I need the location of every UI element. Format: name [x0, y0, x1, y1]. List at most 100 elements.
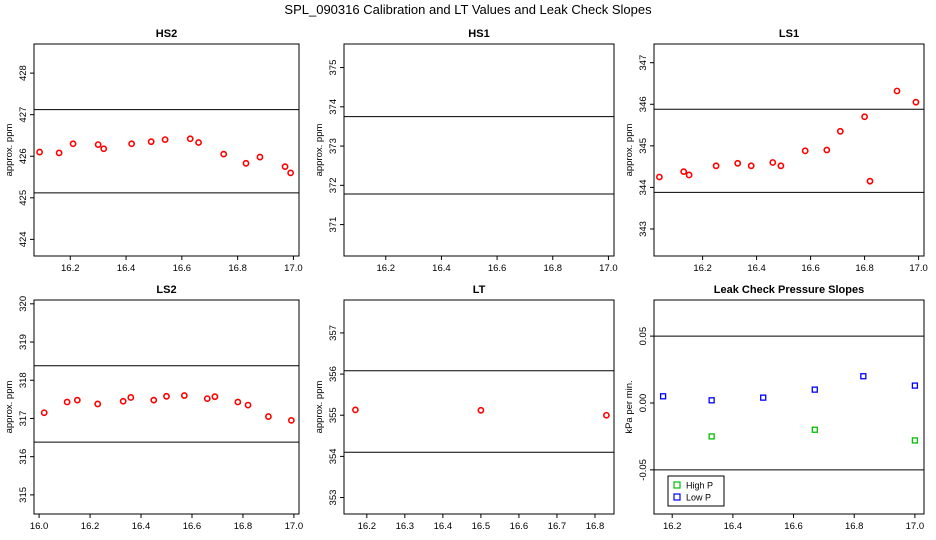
- data-point: [163, 392, 170, 400]
- panel-ls1: LS1 approx. ppm 16.2 16.4 16.6 16.8 17.0 343 344…: [624, 28, 928, 274]
- y-tick-label: 426: [18, 148, 29, 164]
- x-tick-label: 16.2: [61, 263, 80, 274]
- figure-title: SPL_090316 Calibration and LT Values and…: [284, 2, 652, 17]
- y-tick-label: 355: [328, 407, 339, 423]
- x-tick-label: 16.0: [30, 521, 49, 532]
- data-point: [712, 162, 720, 170]
- plot-frame: [33, 299, 300, 515]
- data-point: [811, 426, 818, 433]
- x-tick-label: 17.0: [285, 521, 304, 532]
- data-point: [203, 395, 211, 402]
- y-tick-label: 356: [328, 366, 339, 382]
- data-point: [265, 413, 272, 420]
- data-point: [708, 397, 715, 404]
- x-tick-label: 16.6: [488, 263, 507, 274]
- data-point: [866, 177, 874, 185]
- data-point: [100, 145, 108, 153]
- plot-frame: [343, 299, 615, 515]
- y-axis-label: approx. ppm: [314, 381, 325, 434]
- x-tick-label: 17.0: [909, 263, 928, 274]
- data-point: [256, 153, 264, 161]
- y-tick-label: -0.05: [638, 459, 649, 481]
- x-tick-label: 16.4: [117, 263, 136, 274]
- x-tick-label: 16.4: [432, 263, 451, 274]
- x-tick-label: 16.3: [396, 521, 415, 532]
- data-point: [912, 98, 920, 106]
- y-axis-label: approx. ppm: [624, 124, 635, 177]
- data-point: [150, 396, 158, 404]
- x-tick-label: 16.4: [724, 521, 743, 532]
- panel-hs2: HS2 approx. ppm 16.2 16.4 16.6 16.8 17.0 424 425…: [4, 28, 303, 274]
- x-tick-label: 16.7: [548, 521, 567, 532]
- y-tick-label: 353: [328, 490, 339, 506]
- x-tick-label: 16.6: [784, 521, 803, 532]
- data-point: [73, 396, 81, 404]
- panel-title: LS2: [156, 284, 176, 296]
- x-tick-label: 16.2: [693, 263, 712, 274]
- panel-hs1: HS1 approx. ppm 16.2 16.4 16.6 16.8 17.0 371 372…: [314, 28, 618, 274]
- y-tick-label: 347: [638, 55, 649, 71]
- y-tick-label: 317: [18, 411, 29, 427]
- data-point: [161, 136, 169, 144]
- panel-title: LT: [473, 284, 486, 296]
- data-point: [769, 159, 777, 166]
- x-tick-label: 16.8: [228, 263, 247, 274]
- data-point: [244, 401, 252, 409]
- y-tick-label: 371: [328, 217, 339, 233]
- data-point: [734, 159, 742, 167]
- y-tick-label: 344: [638, 179, 649, 195]
- panel-lt: LT approx. ppm 16.2 16.3 16.4 16.5 16.6 16.7 16.…: [314, 284, 615, 532]
- x-tick-label: 16.8: [544, 263, 563, 274]
- data-point: [69, 140, 77, 148]
- y-tick-label: 354: [328, 448, 339, 464]
- data-point: [211, 393, 219, 401]
- data-point: [911, 382, 919, 389]
- data-point: [147, 138, 155, 146]
- x-tick-label: 16.6: [173, 263, 192, 274]
- y-tick-label: 0.00: [638, 394, 649, 413]
- y-tick-label: 372: [328, 177, 339, 193]
- y-tick-label: 0.05: [638, 327, 649, 346]
- data-point: [40, 409, 48, 417]
- data-point: [127, 394, 135, 401]
- y-tick-label: 343: [638, 221, 649, 237]
- x-tick-label: 16.6: [183, 521, 202, 532]
- data-point: [836, 127, 844, 135]
- data-point: [287, 416, 295, 424]
- data-point: [287, 169, 295, 177]
- x-tick-label: 16.8: [845, 521, 864, 532]
- x-tick-label: 16.4: [434, 521, 453, 532]
- data-point: [777, 162, 785, 170]
- data-point: [94, 141, 102, 148]
- x-tick-label: 16.8: [234, 521, 253, 532]
- x-tick-label: 16.4: [747, 263, 766, 274]
- data-point: [680, 168, 688, 176]
- y-axis-label: kPa per min.: [624, 380, 635, 433]
- plot-frame: [653, 43, 925, 257]
- y-tick-label: 427: [18, 107, 29, 123]
- data-point: [893, 87, 901, 95]
- y-axis-label: approx. ppm: [4, 381, 15, 434]
- plot-frame: [343, 43, 615, 257]
- x-tick-label: 16.2: [358, 521, 377, 532]
- data-point: [685, 171, 693, 179]
- y-tick-label: 345: [638, 138, 649, 154]
- y-tick-label: 374: [328, 99, 339, 115]
- legend-label: Low P: [686, 493, 711, 503]
- data-point: [242, 159, 250, 167]
- data-point: [195, 139, 202, 146]
- y-axis-label: approx. ppm: [314, 124, 325, 177]
- data-point: [63, 398, 71, 406]
- y-tick-label: 373: [328, 138, 339, 154]
- data-point: [708, 433, 715, 440]
- x-tick-label: 17.0: [599, 263, 618, 274]
- panel-title: HS2: [156, 28, 177, 40]
- data-point: [55, 149, 63, 157]
- x-tick-label: 16.5: [472, 521, 491, 532]
- data-point: [811, 386, 818, 393]
- x-tick-label: 16.2: [81, 521, 100, 532]
- data-point: [94, 400, 102, 408]
- y-tick-label: 316: [18, 449, 29, 465]
- data-point: [220, 150, 228, 158]
- y-tick-label: 320: [18, 296, 29, 312]
